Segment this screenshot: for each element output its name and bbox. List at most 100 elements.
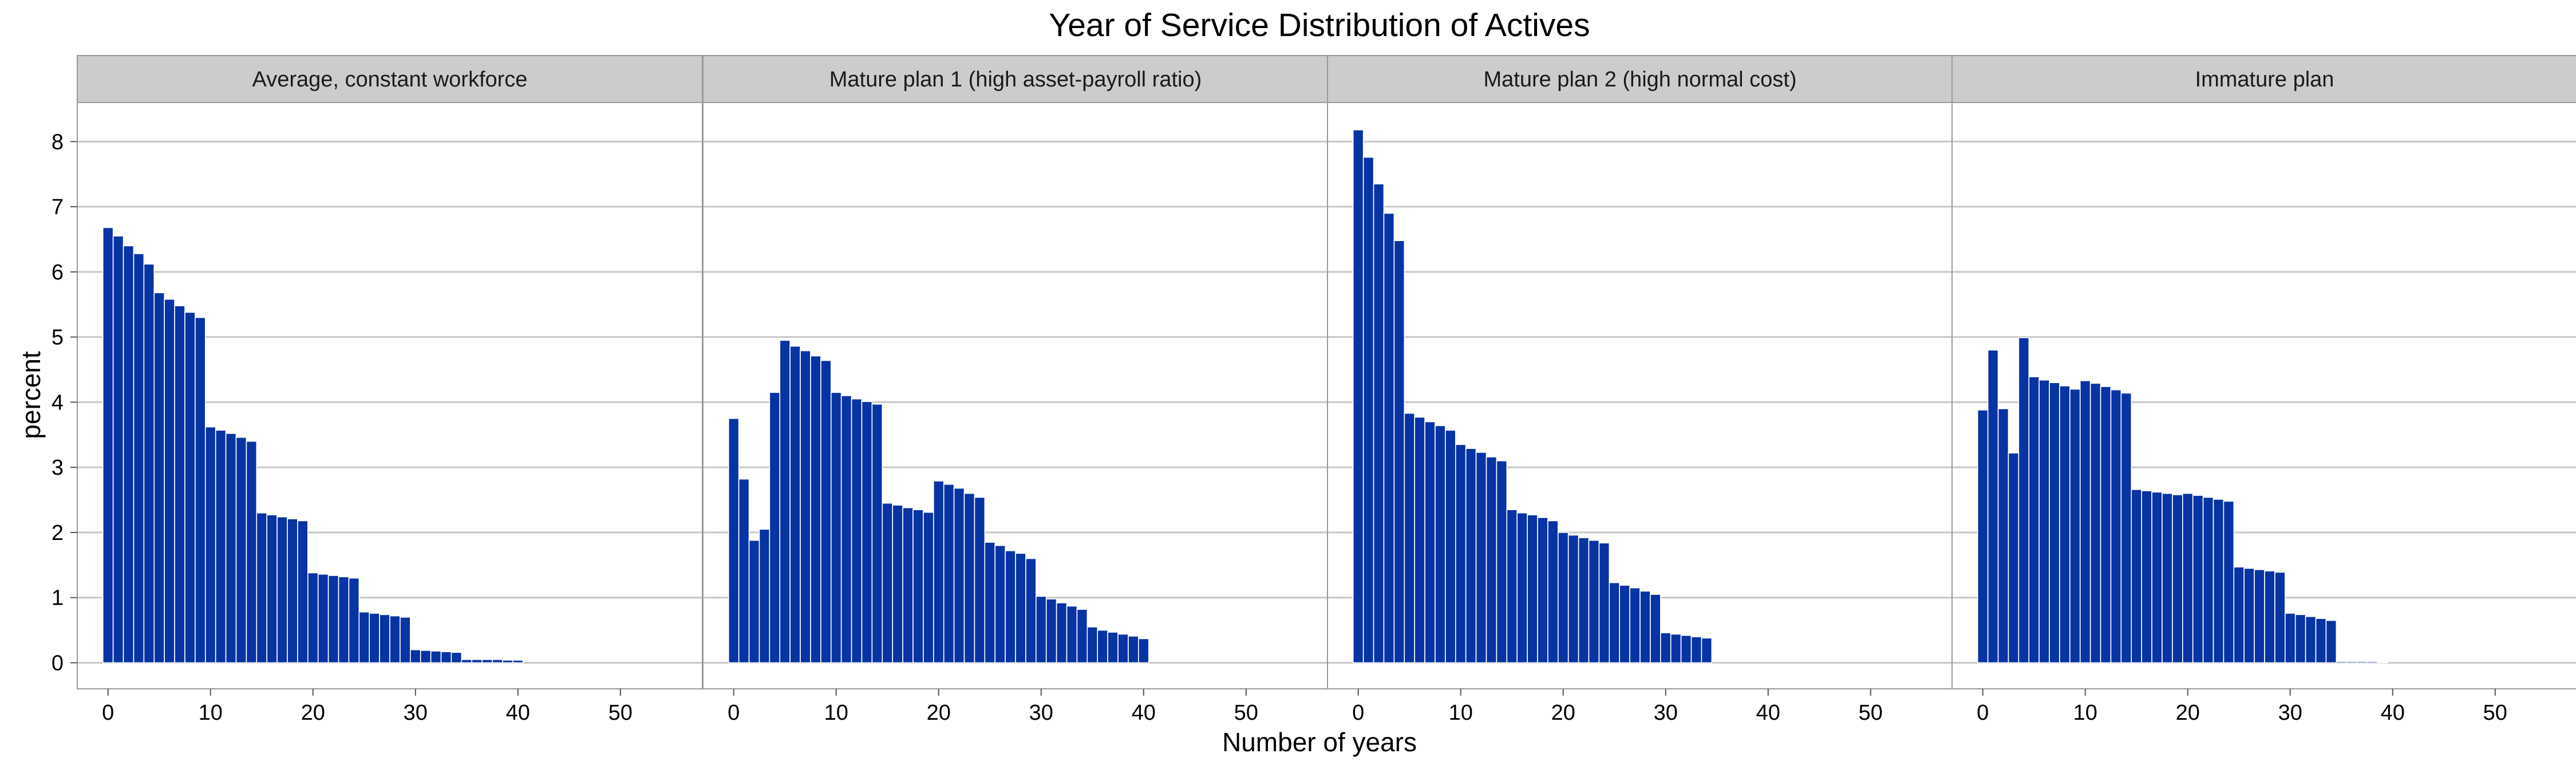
bar	[215, 429, 227, 664]
bar	[1465, 448, 1477, 664]
x-tick-label: 10	[824, 701, 848, 725]
bar	[1506, 509, 1518, 664]
bar	[2151, 491, 2163, 664]
bar	[420, 650, 432, 664]
bar	[471, 659, 483, 664]
bar	[133, 253, 145, 664]
bar	[2049, 382, 2060, 664]
bar	[2212, 499, 2225, 664]
y-tick-label: 3	[52, 456, 64, 480]
bar	[1516, 512, 1528, 664]
bar	[276, 516, 288, 664]
bar	[1005, 550, 1016, 664]
panel-strip-label: Average, constant workforce	[252, 68, 528, 92]
bar	[1650, 594, 1661, 664]
panel-1: Average, constant workforce 0 10 20 30 40 50 0 1…	[52, 55, 703, 725]
bar	[1496, 460, 1508, 664]
bar	[1670, 633, 1682, 664]
bar	[1435, 425, 1446, 664]
bar	[1690, 636, 1702, 664]
bar	[2305, 616, 2317, 664]
x-tick-label: 10	[1449, 701, 1473, 725]
bar	[1588, 539, 1600, 664]
bar	[984, 542, 995, 664]
bar	[2336, 661, 2348, 664]
x-tick-label: 50	[2483, 701, 2507, 725]
bar	[1424, 421, 1436, 664]
bar	[2192, 495, 2204, 664]
bar	[2131, 489, 2142, 664]
bar	[738, 478, 750, 664]
x-tick-label: 20	[927, 701, 951, 725]
x-tick-label: 20	[2176, 701, 2200, 725]
bar	[2315, 618, 2327, 664]
bar	[2233, 566, 2245, 664]
bar	[1567, 534, 1579, 664]
bar	[430, 650, 442, 664]
bar	[1404, 412, 1415, 664]
bar	[912, 509, 924, 664]
x-tick-label: 50	[1234, 701, 1258, 725]
bar	[1138, 638, 1149, 664]
bar	[1578, 537, 1590, 664]
bar	[317, 573, 329, 664]
bar	[1414, 416, 1425, 664]
bar	[1455, 444, 1467, 664]
bar	[779, 340, 791, 664]
bar	[871, 403, 883, 664]
x-tick-label: 0	[102, 701, 114, 725]
bar	[2254, 569, 2265, 664]
bar	[1076, 609, 1088, 664]
bar	[2294, 614, 2306, 664]
x-tick-label: 40	[1132, 701, 1156, 725]
bar	[481, 659, 493, 664]
bar	[1107, 632, 1119, 664]
panel-strip-label: Mature plan 2 (high normal cost)	[1483, 68, 1796, 92]
bar	[1997, 408, 2009, 664]
bar	[769, 392, 781, 664]
bar	[2141, 490, 2152, 664]
x-tick-label: 40	[506, 701, 530, 725]
panel-border	[1951, 102, 2576, 689]
bar	[512, 660, 524, 664]
bar	[287, 518, 298, 664]
bar	[923, 511, 934, 664]
bar	[2100, 386, 2112, 664]
bar	[1045, 598, 1057, 664]
bar	[2223, 500, 2235, 664]
bar	[943, 483, 955, 664]
x-tick-label: 0	[1977, 701, 1989, 725]
bar	[123, 245, 135, 664]
bar	[1557, 532, 1569, 664]
x-tick-label: 30	[2278, 701, 2302, 725]
bar	[338, 576, 350, 664]
y-tick-label: 1	[52, 586, 64, 610]
bar	[2162, 492, 2173, 664]
bar	[1977, 409, 1989, 664]
bar	[2018, 337, 2030, 664]
bar	[1097, 629, 1108, 664]
bar	[2008, 452, 2020, 664]
bar	[810, 355, 821, 664]
bar	[758, 529, 771, 664]
bar	[410, 649, 421, 664]
bar	[327, 575, 339, 664]
bar	[1373, 183, 1385, 664]
bar	[1680, 634, 1692, 664]
chart-title: Year of Service Distribution of Actives	[1049, 7, 1590, 44]
bar	[861, 401, 873, 664]
bar	[204, 426, 216, 664]
bar	[882, 502, 893, 664]
bar	[1393, 240, 1405, 664]
bar	[225, 433, 237, 664]
x-tick-label: 0	[728, 701, 740, 725]
panel-strip-label: Mature plan 1 (high asset-payroll ratio)	[829, 68, 1202, 92]
bar	[2110, 389, 2122, 664]
bar	[2069, 388, 2081, 664]
bar	[2325, 620, 2337, 664]
bar	[1362, 156, 1374, 664]
y-tick-label: 7	[52, 195, 64, 219]
bar	[2243, 567, 2255, 664]
